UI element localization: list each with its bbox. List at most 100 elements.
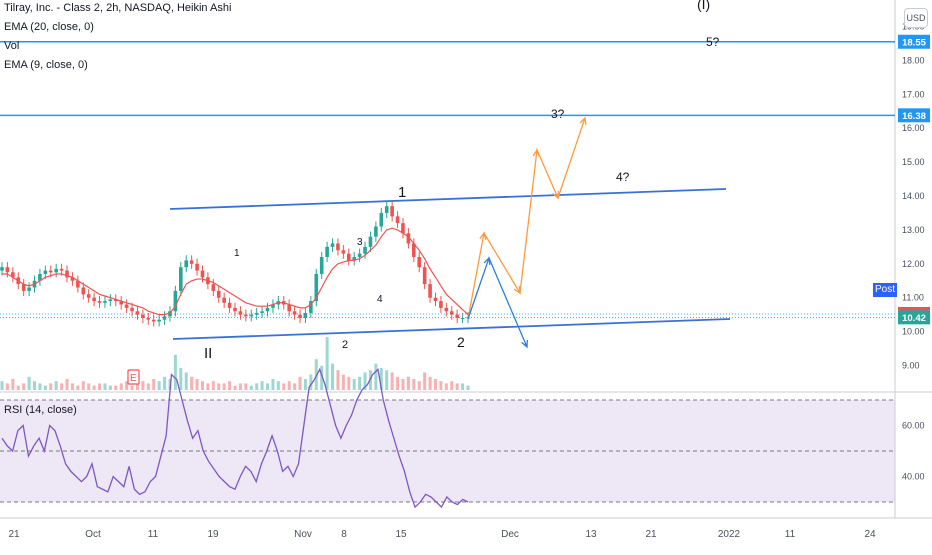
volume-bar [27, 376, 31, 390]
candle-body [336, 243, 340, 251]
candle-body [390, 206, 394, 217]
volume-bar [287, 381, 291, 390]
price-badge-label: 10.42 [902, 313, 926, 324]
candle-body [374, 226, 378, 237]
candle-body [130, 307, 134, 312]
rsi-legend[interactable]: RSI (14, close) [4, 404, 77, 416]
candle-body [157, 319, 161, 322]
candle-body [379, 212, 384, 227]
candle-body [216, 290, 221, 298]
wave-label-4q: 4? [616, 170, 630, 184]
candle-body [200, 270, 205, 278]
candle-body [292, 311, 297, 315]
volume-bar [195, 379, 199, 390]
candle-body [417, 257, 422, 268]
volume-bar [423, 372, 427, 390]
volume-bar [331, 363, 335, 390]
price-tick-label: 11.00 [902, 293, 924, 303]
arrowhead [532, 148, 540, 157]
volume-bar [325, 337, 329, 390]
price-tick-label: 13.00 [902, 225, 925, 235]
candle-body [5, 267, 10, 273]
candle-body [303, 312, 308, 319]
candle-body [233, 307, 237, 312]
volume-bar [282, 383, 286, 390]
candle-body [146, 318, 151, 320]
ema20-legend[interactable]: EMA (20, close, 0) [4, 21, 94, 33]
candle-body [168, 311, 172, 317]
volume-bar [98, 383, 102, 390]
volume-legend[interactable]: Vol [4, 40, 20, 52]
volume-bar [433, 379, 437, 390]
candle-body [341, 250, 346, 254]
candle-body [352, 257, 357, 261]
volume-bar [65, 379, 69, 390]
currency-button[interactable]: USD [904, 8, 928, 28]
volume-bar [152, 379, 156, 390]
candle-body [97, 301, 102, 303]
candle-body [265, 307, 270, 312]
time-tick-label: 19 [207, 529, 219, 540]
volume-bar [81, 381, 85, 390]
volume-bar [358, 376, 362, 390]
volume-bar [363, 372, 367, 390]
volume-bar [76, 385, 80, 390]
price-tick-label: 10.00 [902, 327, 925, 337]
volume-bar [38, 383, 42, 390]
volume-bar [417, 381, 421, 390]
volume-bar [466, 385, 470, 390]
time-tick-label: 13 [585, 529, 597, 540]
volume-bar [255, 383, 259, 390]
volume-bar [108, 385, 112, 390]
volume-bar [396, 376, 400, 390]
rsi-tick-label: 60.00 [902, 421, 925, 431]
ema9-legend[interactable]: EMA (9, close, 0) [4, 59, 88, 71]
candle-body [314, 273, 319, 302]
wave-label-2-right: 2 [457, 334, 465, 350]
volume-bar [266, 383, 270, 390]
volume-bar [390, 372, 394, 390]
candle-body [249, 314, 254, 317]
arrowhead [521, 339, 528, 349]
orange-projection-path [467, 117, 586, 320]
candle-body [271, 304, 275, 308]
candle-body [65, 270, 69, 278]
candle-body [368, 236, 373, 247]
candle-body [260, 311, 264, 313]
time-tick-label: 15 [395, 529, 407, 540]
price-tick-label: 18.00 [902, 55, 925, 65]
volume-bar [347, 376, 351, 390]
price-tick-label: 12.00 [902, 259, 925, 269]
arrowhead [483, 256, 491, 266]
candle-body [38, 273, 42, 281]
candle-body [59, 268, 64, 271]
volume-bar [260, 381, 264, 390]
rsi-line [1, 367, 469, 509]
wave-label-3: 3 [357, 237, 363, 248]
wave-label-4: 4 [377, 294, 383, 305]
volume-bar [130, 385, 134, 390]
volume-bar [87, 383, 91, 390]
price-tick-label: 15.00 [902, 157, 925, 167]
symbol-legend[interactable]: Tilray, Inc. - Class 2, 2h, NASDAQ, Heik… [4, 2, 232, 14]
candle-body [27, 287, 31, 291]
wave-label-3q: 3? [551, 107, 565, 121]
rsi-tick-label: 40.00 [902, 472, 925, 482]
volume-bar [70, 383, 74, 390]
candle-body [298, 314, 302, 319]
candle-body [54, 268, 58, 273]
candle-body [189, 260, 194, 264]
volume-bar [114, 385, 118, 390]
candle-body [0, 267, 4, 271]
volume-bar [33, 381, 37, 390]
upper-trendline [169, 188, 727, 210]
candle-body [173, 290, 178, 312]
candle-body [21, 284, 26, 291]
volume-bar [60, 383, 64, 390]
candle-body [412, 243, 416, 258]
volume-bar [119, 383, 123, 390]
candle-body [460, 318, 465, 320]
lower-trendline [172, 318, 731, 340]
